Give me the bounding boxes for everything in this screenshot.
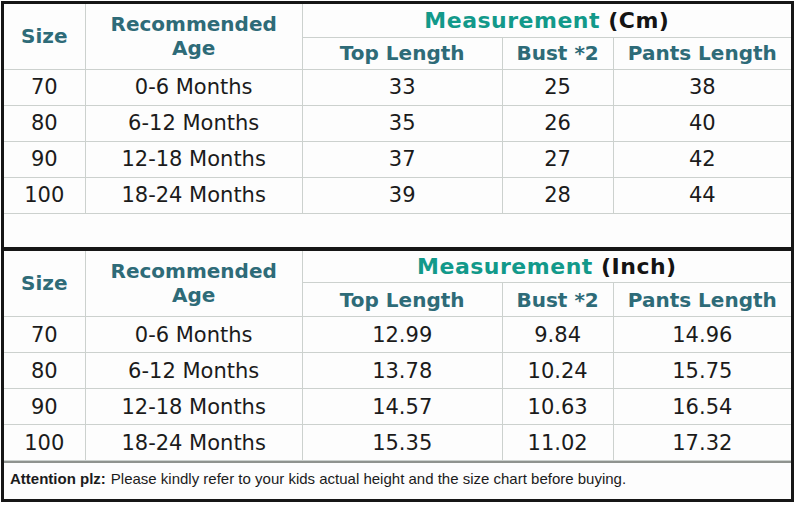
inch-age-cell: 0-6 Months [85, 317, 302, 353]
table-row: 90 12-18 Months 14.57 10.63 16.54 [4, 389, 791, 425]
cm-top-length-cell: 35 [302, 105, 502, 141]
table-row: 70 0-6 Months 33 25 38 [4, 69, 791, 105]
cm-bust-cell: 27 [502, 141, 613, 177]
inch-unit-label: (Inch) [601, 254, 677, 279]
inch-top-length-cell: 12.99 [302, 317, 502, 353]
inch-col-header-top-length: Top Length [302, 283, 502, 317]
cm-pants-length-cell: 38 [613, 69, 791, 105]
inch-age-cell: 6-12 Months [85, 353, 302, 389]
inch-pants-length-cell: 15.75 [613, 353, 791, 389]
cm-top-length-cell: 37 [302, 141, 502, 177]
table-row: 80 6-12 Months 13.78 10.24 15.75 [4, 353, 791, 389]
attention-note: Attention plz: Please kindly refer to yo… [4, 461, 791, 494]
attention-note-text: Please kindly refer to your kids actual … [111, 470, 626, 487]
inch-measurement-label: Measurement [417, 254, 593, 279]
cm-measurement-label: Measurement [424, 8, 600, 33]
inch-top-length-cell: 13.78 [302, 353, 502, 389]
cm-age-cell: 6-12 Months [85, 105, 302, 141]
cm-bust-cell: 25 [502, 69, 613, 105]
table-row: 90 12-18 Months 37 27 42 [4, 141, 791, 177]
inch-size-cell: 90 [4, 389, 85, 425]
table-spacer [4, 214, 791, 247]
cm-size-cell: 90 [4, 141, 85, 177]
cm-size-cell: 100 [4, 177, 85, 213]
attention-note-label: Attention plz: [10, 470, 106, 487]
inch-size-cell: 80 [4, 353, 85, 389]
cm-pants-length-cell: 40 [613, 105, 791, 141]
cm-col-header-age: Recommended Age [85, 4, 302, 69]
inch-bust-cell: 10.63 [502, 389, 613, 425]
cm-size-cell: 80 [4, 105, 85, 141]
cm-top-length-cell: 39 [302, 177, 502, 213]
inch-col-header-pants-length: Pants Length [613, 283, 791, 317]
cm-age-cell: 12-18 Months [85, 141, 302, 177]
inch-bust-cell: 10.24 [502, 353, 613, 389]
cm-col-header-size: Size [4, 4, 85, 69]
inch-size-cell: 100 [4, 425, 85, 461]
table-row: 70 0-6 Months 12.99 9.84 14.96 [4, 317, 791, 353]
cm-bust-cell: 26 [502, 105, 613, 141]
inch-col-header-age: Recommended Age [85, 249, 302, 317]
size-table-cm: Size Recommended Age Measurement (Cm) To… [4, 4, 791, 214]
inch-bust-cell: 9.84 [502, 317, 613, 353]
cm-pants-length-cell: 42 [613, 141, 791, 177]
inch-top-length-cell: 15.35 [302, 425, 502, 461]
table-row: 80 6-12 Months 35 26 40 [4, 105, 791, 141]
inch-age-cell: 18-24 Months [85, 425, 302, 461]
inch-size-cell: 70 [4, 317, 85, 353]
cm-age-cell: 18-24 Months [85, 177, 302, 213]
cm-col-header-bust: Bust *2 [502, 37, 613, 69]
inch-col-header-bust: Bust *2 [502, 283, 613, 317]
cm-unit-label: (Cm) [608, 8, 669, 33]
inch-measurement-header-row: Size Recommended Age Measurement (Inch) [4, 249, 791, 283]
table-row: 100 18-24 Months 15.35 11.02 17.32 [4, 425, 791, 461]
cm-col-header-pants-length: Pants Length [613, 37, 791, 69]
cm-bust-cell: 28 [502, 177, 613, 213]
inch-measurement-header: Measurement (Inch) [302, 249, 791, 283]
cm-pants-length-cell: 44 [613, 177, 791, 213]
inch-pants-length-cell: 17.32 [613, 425, 791, 461]
cm-age-cell: 0-6 Months [85, 69, 302, 105]
cm-measurement-header-row: Size Recommended Age Measurement (Cm) [4, 4, 791, 37]
size-chart-frame: Size Recommended Age Measurement (Cm) To… [1, 1, 794, 502]
inch-bust-cell: 11.02 [502, 425, 613, 461]
cm-size-cell: 70 [4, 69, 85, 105]
inch-pants-length-cell: 16.54 [613, 389, 791, 425]
inch-col-header-size: Size [4, 249, 85, 317]
cm-top-length-cell: 33 [302, 69, 502, 105]
inch-top-length-cell: 14.57 [302, 389, 502, 425]
table-row: 100 18-24 Months 39 28 44 [4, 177, 791, 213]
cm-col-header-top-length: Top Length [302, 37, 502, 69]
inch-age-cell: 12-18 Months [85, 389, 302, 425]
inch-pants-length-cell: 14.96 [613, 317, 791, 353]
size-table-inch: Size Recommended Age Measurement (Inch) … [4, 247, 791, 462]
cm-measurement-header: Measurement (Cm) [302, 4, 791, 37]
